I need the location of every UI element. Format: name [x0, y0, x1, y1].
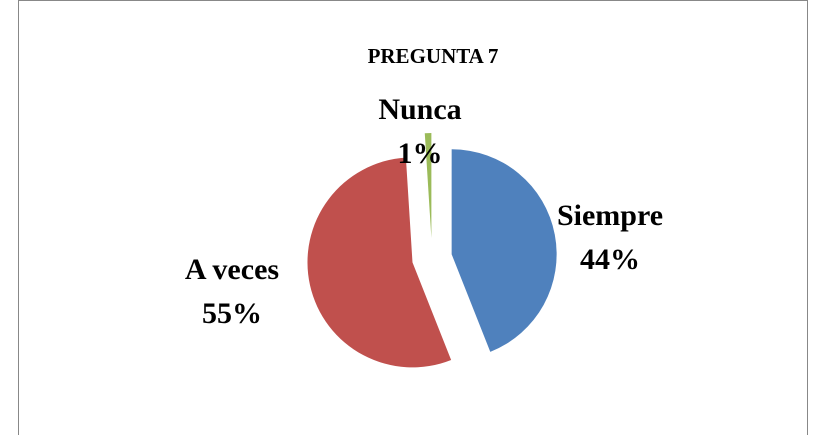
slice-value-label: 44%	[580, 243, 640, 276]
slice-value-label: 1%	[398, 137, 443, 170]
pie-slice	[307, 157, 452, 368]
slice-value-label: 55%	[202, 297, 262, 330]
chart-title: PREGUNTA 7	[368, 44, 499, 68]
slice-label: A veces	[185, 253, 279, 286]
pie-slice	[451, 149, 557, 352]
slice-label: Nunca	[378, 93, 461, 126]
pie-slice	[424, 133, 432, 239]
slice-label: Siempre	[557, 199, 663, 232]
